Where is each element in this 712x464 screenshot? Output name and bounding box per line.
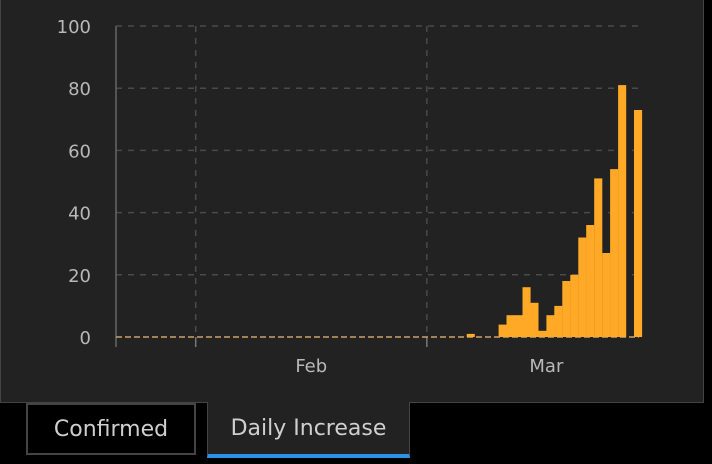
bar xyxy=(634,110,643,337)
bar xyxy=(610,169,619,337)
bar xyxy=(570,274,579,337)
chart-panel: 0 20 40 60 80 100 Feb Mar xyxy=(0,0,704,403)
tab-label: Daily Increase xyxy=(230,415,387,441)
y-tick-label: 100 xyxy=(57,17,91,38)
bar xyxy=(594,178,603,337)
y-tick-label: 0 xyxy=(80,328,91,349)
y-tick-label: 20 xyxy=(68,266,91,287)
x-tick-label: Mar xyxy=(529,356,564,377)
y-tick-label: 80 xyxy=(68,79,91,100)
bar xyxy=(562,281,571,337)
y-tick-label: 40 xyxy=(68,204,91,225)
tab-confirmed[interactable]: Confirmed xyxy=(26,403,196,455)
bar xyxy=(506,315,515,337)
bar xyxy=(538,330,547,337)
x-tick-label: Feb xyxy=(295,356,327,377)
bar xyxy=(498,324,507,337)
bar xyxy=(530,302,539,337)
bar xyxy=(602,253,611,337)
tab-label: Confirmed xyxy=(53,416,169,442)
bar xyxy=(578,237,587,337)
bar xyxy=(586,225,595,337)
tab-daily-increase[interactable]: Daily Increase xyxy=(207,402,410,458)
y-tick-label: 60 xyxy=(68,141,91,162)
bar xyxy=(618,85,627,337)
daily-increase-chart: 0 20 40 60 80 100 Feb Mar xyxy=(57,17,643,377)
bar xyxy=(546,315,555,337)
bar xyxy=(522,287,531,337)
bar xyxy=(554,305,563,337)
bar xyxy=(466,333,475,337)
bar xyxy=(514,315,523,337)
